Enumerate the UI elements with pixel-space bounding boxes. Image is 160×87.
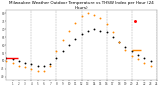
Point bbox=[87, 12, 89, 14]
Point bbox=[5, 60, 8, 62]
Point bbox=[74, 38, 77, 39]
Point bbox=[99, 17, 102, 19]
Point bbox=[112, 36, 114, 38]
Point bbox=[68, 44, 70, 46]
Point bbox=[49, 63, 52, 65]
Point bbox=[118, 41, 120, 43]
Point bbox=[131, 51, 133, 52]
Point bbox=[36, 65, 39, 66]
Point bbox=[124, 46, 127, 47]
Point bbox=[105, 24, 108, 25]
Point bbox=[55, 51, 58, 52]
Point bbox=[105, 32, 108, 33]
Point bbox=[99, 30, 102, 31]
Point bbox=[36, 70, 39, 71]
Point bbox=[55, 57, 58, 58]
Point bbox=[61, 40, 64, 41]
Point bbox=[143, 57, 146, 58]
Point bbox=[24, 67, 26, 68]
Point bbox=[74, 22, 77, 23]
Point bbox=[61, 51, 64, 52]
Point bbox=[18, 60, 20, 62]
Point bbox=[118, 41, 120, 43]
Point bbox=[68, 30, 70, 31]
Point bbox=[24, 62, 26, 63]
Point bbox=[30, 68, 33, 70]
Point bbox=[112, 32, 114, 33]
Point bbox=[124, 49, 127, 51]
Point bbox=[87, 30, 89, 31]
Point bbox=[43, 70, 45, 71]
Point bbox=[134, 20, 136, 22]
Point bbox=[43, 65, 45, 66]
Title: Milwaukee Weather Outdoor Temperature vs THSW Index per Hour (24 Hours): Milwaukee Weather Outdoor Temperature vs… bbox=[9, 1, 154, 10]
Point bbox=[93, 14, 95, 15]
Point bbox=[93, 28, 95, 30]
Point bbox=[11, 62, 14, 63]
Point bbox=[149, 65, 152, 66]
Point bbox=[5, 57, 8, 58]
Point bbox=[149, 60, 152, 62]
Point bbox=[143, 62, 146, 63]
Point bbox=[137, 59, 139, 60]
Point bbox=[80, 16, 83, 17]
Point bbox=[80, 33, 83, 35]
Point bbox=[18, 65, 20, 66]
Point bbox=[131, 56, 133, 57]
Point bbox=[11, 59, 14, 60]
Point bbox=[49, 65, 52, 66]
Point bbox=[30, 63, 33, 65]
Point bbox=[137, 54, 139, 55]
